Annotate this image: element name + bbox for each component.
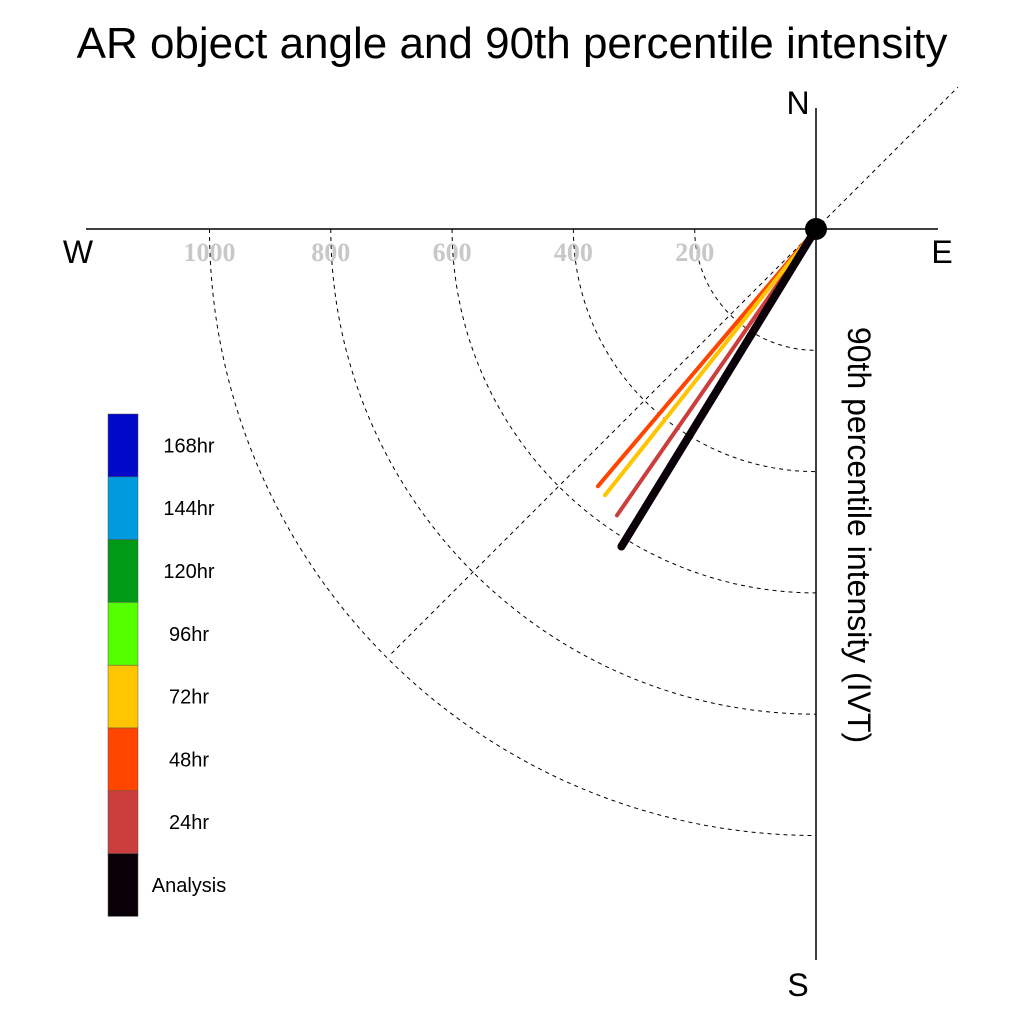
legend-swatch-48hr <box>107 727 139 792</box>
radial-tick-label: 200 <box>675 238 714 267</box>
legend-swatch-144hr <box>107 476 139 540</box>
vector-72hr <box>603 227 818 498</box>
legend-label-analysis: Analysis <box>152 875 226 897</box>
reference-diagonal-line <box>391 86 959 654</box>
legend-swatch-120hr <box>107 539 139 603</box>
legend-swatch-72hr <box>107 664 139 729</box>
radial-tick-label: 600 <box>433 238 472 267</box>
legend-label-72hr: 72hr <box>169 687 209 709</box>
compass-south: S <box>787 967 808 1003</box>
legend: 168hr 144hr 120hr 96hr 72hr 48hr 24hr Analysis <box>107 413 226 917</box>
radial-tick-label: 1000 <box>184 238 236 267</box>
legend-label-168hr: 168hr <box>163 435 214 457</box>
vector-analysis <box>617 225 820 551</box>
legend-swatch-24hr <box>107 790 139 854</box>
legend-label-96hr: 96hr <box>169 624 209 646</box>
origin-marker <box>805 218 827 240</box>
chart-title: AR object angle and 90th percentile inte… <box>77 19 948 68</box>
legend-swatch-168hr <box>107 413 139 478</box>
radial-tick-label: 800 <box>311 238 350 267</box>
legend-swatch-analysis <box>107 853 139 917</box>
range-rings <box>209 228 817 836</box>
range-ring-200 <box>694 228 817 351</box>
range-ring-1000 <box>209 228 817 836</box>
compass-west: W <box>63 234 94 270</box>
legend-label-24hr: 24hr <box>169 812 209 834</box>
legend-swatch-96hr <box>107 602 139 666</box>
legend-label-144hr: 144hr <box>163 498 214 520</box>
radial-axis-title: 90th percentile intensity (IVT) <box>841 327 877 743</box>
compass-north: N <box>786 85 809 121</box>
legend-label-120hr: 120hr <box>163 561 214 583</box>
legend-label-48hr: 48hr <box>169 749 209 771</box>
angle-vectors <box>595 225 820 551</box>
radial-tick-labels: 200 400 600 800 1000 <box>184 238 715 267</box>
range-ring-800 <box>330 228 817 715</box>
compass-east: E <box>931 234 952 270</box>
radial-tick-label: 400 <box>554 238 593 267</box>
